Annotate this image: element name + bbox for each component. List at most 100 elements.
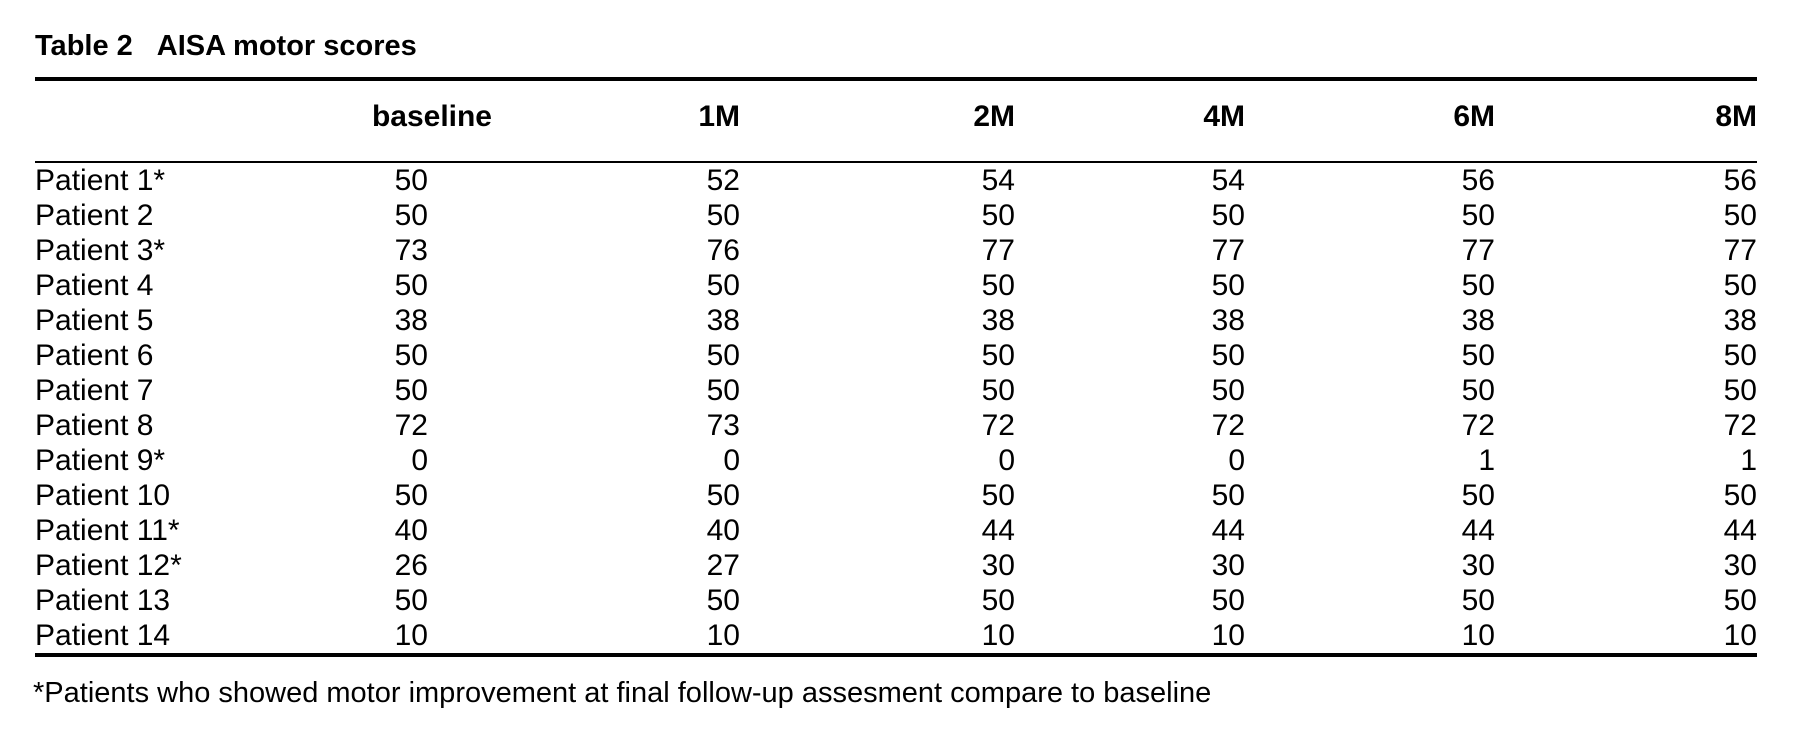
score-cell: 50 <box>1461 339 1495 372</box>
score-cell: 73 <box>394 234 428 267</box>
patient-label-cell: Patient 1* <box>35 164 166 197</box>
score-cell: 50 <box>981 479 1015 512</box>
score-cell: 56 <box>1723 164 1757 197</box>
score-cell: 54 <box>981 164 1015 197</box>
table-row: Patient 1* 50 52 54 54 56 56 <box>35 162 1757 198</box>
score-cell: 50 <box>981 584 1015 617</box>
score-cell: 52 <box>706 164 740 197</box>
score-cell: 50 <box>1211 374 1245 407</box>
score-cell: 30 <box>1211 549 1245 582</box>
score-cell: 30 <box>1723 549 1757 582</box>
table-row: Patient 14 10 10 10 10 10 10 <box>35 618 1757 655</box>
score-cell: 0 <box>1228 444 1245 477</box>
column-header-6m: 6M <box>1245 79 1495 163</box>
score-cell: 50 <box>1461 479 1495 512</box>
score-cell: 38 <box>706 304 740 337</box>
score-cell: 44 <box>981 514 1015 547</box>
score-cell: 38 <box>1211 304 1245 337</box>
table-caption-label: Table 2 <box>35 30 133 62</box>
score-cell: 38 <box>394 304 428 337</box>
score-cell: 0 <box>998 444 1015 477</box>
score-cell: 50 <box>394 479 428 512</box>
patient-label-cell: Patient 12* <box>35 549 182 582</box>
score-cell: 40 <box>394 514 428 547</box>
score-cell: 10 <box>1461 619 1495 652</box>
score-cell: 50 <box>394 164 428 197</box>
score-cell: 50 <box>1723 339 1757 372</box>
score-cell: 50 <box>1723 269 1757 302</box>
paper-table-figure: Table 2 AISA motor scores baseline 1M 2M … <box>0 30 1810 754</box>
score-cell: 38 <box>981 304 1015 337</box>
score-cell: 50 <box>394 339 428 372</box>
score-cell: 77 <box>1211 234 1245 267</box>
score-cell: 0 <box>411 444 428 477</box>
score-cell: 72 <box>981 409 1015 442</box>
column-header-1m: 1M <box>492 79 740 163</box>
score-cell: 40 <box>706 514 740 547</box>
score-cell: 30 <box>981 549 1015 582</box>
score-cell: 50 <box>706 374 740 407</box>
table-row: Patient 12* 26 27 30 30 30 30 <box>35 548 1757 583</box>
score-cell: 10 <box>706 619 740 652</box>
column-header-8m: 8M <box>1495 79 1757 163</box>
header-row: baseline 1M 2M 4M 6M 8M <box>35 79 1757 163</box>
score-cell: 72 <box>1461 409 1495 442</box>
score-cell: 1 <box>1740 444 1757 477</box>
score-cell: 50 <box>1723 584 1757 617</box>
score-cell: 30 <box>1461 549 1495 582</box>
score-cell: 50 <box>1723 479 1757 512</box>
table-footnote: *Patients who showed motor improvement a… <box>33 677 1212 709</box>
column-header-4m: 4M <box>1015 79 1245 163</box>
score-cell: 72 <box>1211 409 1245 442</box>
score-cell: 50 <box>1723 199 1757 232</box>
patient-label-cell: Patient 8 <box>35 409 154 442</box>
score-cell: 10 <box>394 619 428 652</box>
score-cell: 50 <box>394 584 428 617</box>
score-cell: 77 <box>1723 234 1757 267</box>
column-header-patient <box>35 79 285 163</box>
score-cell: 10 <box>1211 619 1245 652</box>
score-cell: 50 <box>1461 199 1495 232</box>
patient-label-cell: Patient 13 <box>35 584 171 617</box>
table-row: Patient 7 50 50 50 50 50 50 <box>35 373 1757 408</box>
table-caption: Table 2 AISA motor scores <box>35 30 1810 63</box>
table-row: Patient 10 50 50 50 50 50 50 <box>35 478 1757 513</box>
table-row: Patient 2 50 50 50 50 50 50 <box>35 198 1757 233</box>
table-caption-title: AISA motor scores <box>156 30 417 62</box>
patient-label-cell: Patient 3* <box>35 234 166 267</box>
score-cell: 50 <box>706 339 740 372</box>
score-cell: 10 <box>1723 619 1757 652</box>
score-cell: 50 <box>1211 584 1245 617</box>
score-cell: 72 <box>1723 409 1757 442</box>
patient-label-cell: Patient 7 <box>35 374 154 407</box>
patient-label-cell: Patient 9* <box>35 444 166 477</box>
aisa-motor-scores-table: baseline 1M 2M 4M 6M 8M Patient 1* 50 52 54… <box>35 77 1757 657</box>
score-cell: 50 <box>1461 269 1495 302</box>
score-cell: 73 <box>706 409 740 442</box>
column-header-2m: 2M <box>740 79 1015 163</box>
table-row: Patient 6 50 50 50 50 50 50 <box>35 338 1757 373</box>
table-row: Patient 5 38 38 38 38 38 38 <box>35 303 1757 338</box>
score-cell: 50 <box>394 269 428 302</box>
score-cell: 44 <box>1723 514 1757 547</box>
score-cell: 50 <box>1461 584 1495 617</box>
table-row: Patient 4 50 50 50 50 50 50 <box>35 268 1757 303</box>
score-cell: 27 <box>706 549 740 582</box>
score-cell: 50 <box>1211 479 1245 512</box>
score-cell: 56 <box>1461 164 1495 197</box>
score-cell: 50 <box>1723 374 1757 407</box>
table-row: Patient 3* 73 76 77 77 77 77 <box>35 233 1757 268</box>
score-cell: 76 <box>706 234 740 267</box>
score-cell: 50 <box>1211 339 1245 372</box>
score-cell: 1 <box>1478 444 1495 477</box>
score-cell: 50 <box>706 269 740 302</box>
score-cell: 10 <box>981 619 1015 652</box>
score-cell: 50 <box>1461 374 1495 407</box>
score-cell: 50 <box>1211 269 1245 302</box>
table-row: Patient 13 50 50 50 50 50 50 <box>35 583 1757 618</box>
score-cell: 50 <box>394 199 428 232</box>
score-cell: 26 <box>394 549 428 582</box>
score-cell: 50 <box>706 584 740 617</box>
score-cell: 44 <box>1461 514 1495 547</box>
patient-label-cell: Patient 11* <box>35 514 180 547</box>
